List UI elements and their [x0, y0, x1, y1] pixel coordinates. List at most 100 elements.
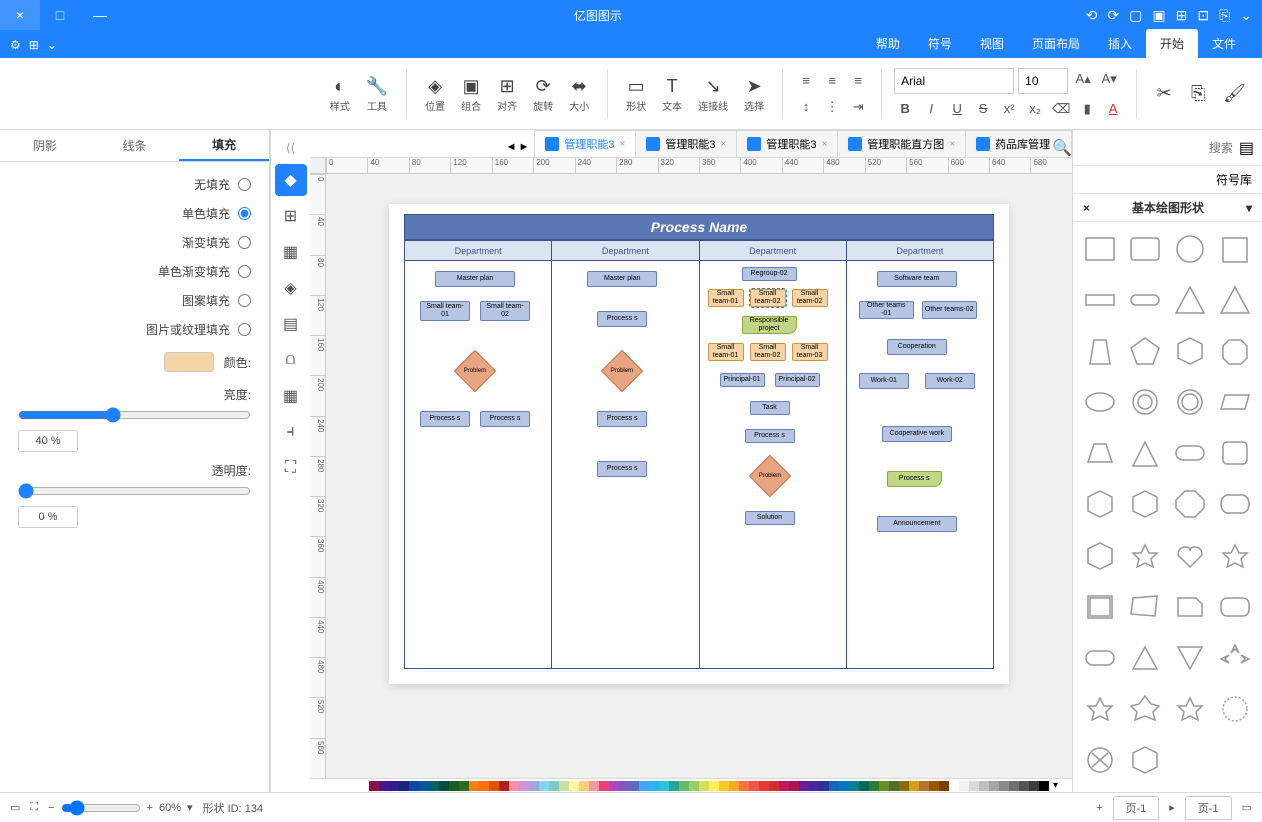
shape-stencil-1[interactable]	[1126, 230, 1163, 268]
menu-grid-icon[interactable]: ⊞	[29, 38, 39, 52]
node-selected[interactable]: Small team-02	[750, 289, 786, 307]
cut-button[interactable]: ✂	[1149, 80, 1179, 108]
color-swatch[interactable]	[819, 781, 829, 791]
shape-connector[interactable]: ↘连接线	[692, 72, 734, 115]
node[interactable]: Small team-02	[792, 289, 828, 307]
shape-stencil-11[interactable]	[1217, 332, 1254, 370]
zoom-out[interactable]: −	[48, 802, 54, 814]
shape-stencil-27[interactable]	[1217, 537, 1254, 575]
shape-stencil-23[interactable]	[1217, 485, 1254, 523]
menu-view[interactable]: 视图	[966, 29, 1018, 58]
shape-stencil-5[interactable]	[1126, 281, 1163, 319]
color-swatch[interactable]	[1009, 781, 1019, 791]
doc-tab-4[interactable]: 管理职能3×	[534, 130, 636, 157]
lane-3[interactable]: Department Master plan Process s Problem…	[551, 241, 698, 668]
node[interactable]: Small team-01	[708, 343, 744, 361]
color-swatch[interactable]	[619, 781, 629, 791]
tab-nav-next[interactable]: ►	[519, 141, 530, 153]
shape-stencil-30[interactable]	[1172, 588, 1209, 626]
node[interactable]: Work-02	[925, 373, 975, 389]
color-swatch[interactable]	[499, 781, 509, 791]
shape-stencil-39[interactable]	[1217, 690, 1254, 728]
shape-stencil-3[interactable]	[1217, 230, 1254, 268]
menu-symbol[interactable]: 符号	[914, 29, 966, 58]
shape-select[interactable]: ➤选择	[738, 72, 770, 115]
lane-2[interactable]: Department Regroup-02 Small team-01 Smal…	[699, 241, 846, 668]
opacity-value[interactable]: 0 %	[18, 506, 78, 528]
node[interactable]: Process s	[480, 411, 530, 427]
color-swatch[interactable]	[519, 781, 529, 791]
bullets[interactable]: ⋮	[821, 96, 843, 118]
shape-stencil-26[interactable]	[1172, 537, 1209, 575]
shape-stencil-25[interactable]	[1126, 537, 1163, 575]
color-strip-more[interactable]: ▾	[1049, 780, 1062, 791]
vtool-text[interactable]: ▤	[275, 308, 307, 340]
lane-4[interactable]: Department Master plan Small team-01 Sma…	[405, 241, 551, 668]
shape-stencil-29[interactable]	[1126, 588, 1163, 626]
prop-tab-line[interactable]: 线条	[90, 130, 180, 161]
node[interactable]: Master plan	[587, 271, 657, 287]
underline-button[interactable]: U	[946, 98, 968, 120]
shape-stencil-22[interactable]	[1172, 485, 1209, 523]
color-swatch[interactable]	[529, 781, 539, 791]
font-family-select[interactable]	[894, 68, 1014, 94]
node[interactable]: Other teams -01	[859, 301, 914, 319]
fullscreen-icon[interactable]: ▭	[10, 801, 20, 814]
zoom-in[interactable]: +	[147, 802, 153, 814]
shape-stencil-40[interactable]	[1081, 741, 1118, 779]
superscript-button[interactable]: x²	[998, 98, 1020, 120]
color-swatch[interactable]	[579, 781, 589, 791]
node[interactable]: Work-01	[859, 373, 909, 389]
tab-nav-prev[interactable]: ◄	[506, 141, 517, 153]
color-swatch[interactable]	[899, 781, 909, 791]
color-swatch[interactable]	[1029, 781, 1039, 791]
vtool-collapse[interactable]: ⟨⟨	[275, 136, 307, 160]
shape-size[interactable]: ⬌大小	[563, 72, 595, 115]
qa-1[interactable]: ▢	[1129, 7, 1142, 24]
shape-stencil-20[interactable]	[1081, 485, 1118, 523]
node[interactable]: Process s	[597, 461, 647, 477]
brightness-value[interactable]: 40 %	[18, 430, 78, 452]
node[interactable]: Principal-01	[720, 373, 765, 387]
color-swatch[interactable]	[999, 781, 1009, 791]
node[interactable]: Task	[750, 401, 790, 415]
shape-style[interactable]: ◐样式	[324, 72, 356, 115]
fill-solid-radio[interactable]	[238, 207, 251, 220]
node[interactable]: Small team-03	[792, 343, 828, 361]
color-swatch[interactable]	[449, 781, 459, 791]
prop-tab-shadow[interactable]: 阴影	[0, 130, 90, 161]
color-swatch[interactable]	[889, 781, 899, 791]
node[interactable]: Principal-02	[775, 373, 820, 387]
color-swatch[interactable]	[559, 781, 569, 791]
shape-stencil-18[interactable]	[1172, 434, 1209, 472]
shape-stencil-10[interactable]	[1172, 332, 1209, 370]
color-swatch[interactable]	[869, 781, 879, 791]
vtool-image[interactable]: ▦	[275, 236, 307, 268]
color-swatch[interactable]	[419, 781, 429, 791]
color-swatch[interactable]	[459, 781, 469, 791]
vtool-chart[interactable]: ⩍	[275, 344, 307, 376]
color-swatch[interactable]	[439, 781, 449, 791]
highlight-button[interactable]: ▮	[1076, 98, 1098, 120]
shape-stencil-33[interactable]	[1126, 639, 1163, 677]
align-left[interactable]: ≡	[795, 70, 817, 92]
italic-button[interactable]: I	[920, 98, 942, 120]
shape-stencil-37[interactable]	[1126, 690, 1163, 728]
menu-settings-icon[interactable]: ⚙	[10, 38, 21, 52]
shape-category-close[interactable]: ×	[1083, 201, 1090, 215]
color-swatch[interactable]	[989, 781, 999, 791]
doc-tab-3[interactable]: 管理职能3×	[635, 130, 737, 157]
node[interactable]: Announcement	[877, 516, 957, 532]
qa-more[interactable]: ⌄	[1240, 7, 1252, 24]
font-grow[interactable]: A▴	[1072, 68, 1094, 90]
color-swatch[interactable]	[909, 781, 919, 791]
node[interactable]: Small team-02	[750, 343, 786, 361]
prop-tab-fill[interactable]: 填充	[179, 130, 269, 161]
color-swatch[interactable]	[969, 781, 979, 791]
node[interactable]: Small team-01	[708, 289, 744, 307]
search-icon[interactable]: 🔍	[1052, 138, 1072, 158]
color-swatch[interactable]	[599, 781, 609, 791]
shape-search-input[interactable]	[1078, 141, 1233, 155]
color-swatch[interactable]	[609, 781, 619, 791]
shape-stencil-41[interactable]	[1126, 741, 1163, 779]
